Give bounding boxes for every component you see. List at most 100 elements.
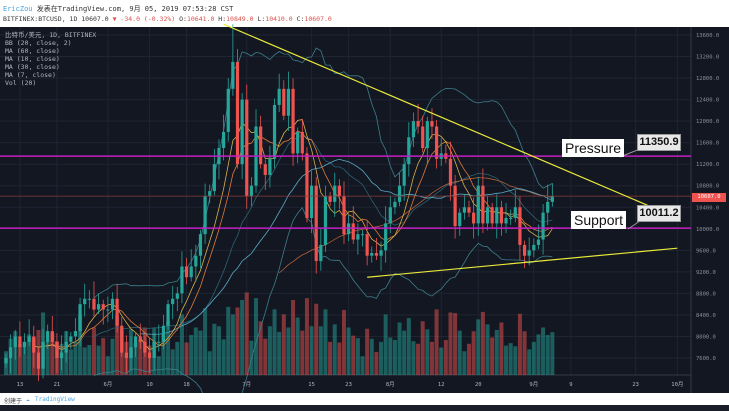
volume-bar [499, 322, 504, 375]
candle-body [388, 207, 392, 224]
candle-body [337, 185, 341, 197]
tradingview-link[interactable]: TradingView [35, 396, 75, 403]
volume-bar [346, 327, 351, 375]
legend-bb[interactable]: BB (20, close, 2) [5, 39, 72, 47]
volume-bar [471, 331, 476, 375]
candle-body [291, 88, 295, 154]
x-tick-label: 21 [54, 382, 61, 388]
volume-bar [443, 340, 448, 375]
candle-body [240, 99, 244, 165]
candle-body [541, 212, 545, 240]
candle-body [73, 331, 78, 337]
candle-body [171, 298, 175, 305]
candle-body [194, 255, 198, 267]
candle-body [384, 223, 388, 251]
candle-body [309, 185, 314, 219]
close-value: 10607.0 [304, 15, 332, 23]
volume-bar [406, 318, 411, 375]
bb-basis-line [93, 134, 553, 338]
candle-body [41, 341, 45, 369]
volume-bar [541, 327, 546, 375]
volume-bar [45, 340, 50, 375]
candle-body [393, 201, 397, 208]
x-tick-label: 18 [183, 382, 190, 388]
volume-bar [341, 310, 346, 375]
y-tick-label: 10000.0 [696, 227, 719, 233]
candle-body [27, 336, 31, 342]
publish-info: EricZou 发表在TradingView.com, 9月 05, 2019 … [3, 4, 233, 14]
candle-body [106, 309, 110, 311]
candle-body [115, 298, 119, 326]
candle-body [59, 352, 64, 358]
candle-body [222, 131, 226, 149]
volume-bar [416, 343, 421, 375]
legend-ma7[interactable]: MA (7, close) [5, 71, 56, 79]
candle-body [138, 336, 142, 342]
volume-bar [309, 326, 314, 375]
legend-ma30[interactable]: MA (30, close) [5, 63, 60, 71]
candle-body [147, 352, 152, 358]
volume-bar [91, 327, 96, 375]
candle-body [22, 341, 27, 348]
volume-bar [383, 314, 388, 375]
candle-body [286, 88, 291, 116]
candle-body [184, 266, 189, 278]
volume-bar [101, 338, 106, 375]
volume-bar [291, 300, 296, 375]
candle-body [245, 99, 249, 197]
volume-bar [531, 341, 536, 375]
candle-body [18, 336, 22, 348]
candle-body [55, 341, 59, 358]
tradingview-logo-icon[interactable]: ☁ [26, 396, 30, 403]
volume-bar [267, 326, 272, 375]
volume-bar [27, 334, 32, 375]
candle-body [212, 164, 216, 192]
trendline-upper [223, 23, 678, 219]
indicator-legend: 比特币/美元, 1D, BITFINEX BB (20, close, 2) M… [5, 31, 96, 87]
candle-body [495, 207, 499, 224]
candle-body [546, 201, 550, 213]
volume-bar [314, 303, 319, 375]
volume-bar [420, 321, 425, 375]
x-tick-label: 10月 [671, 381, 683, 388]
volume-bar [355, 338, 360, 375]
volume-bar [527, 349, 532, 375]
volume-bar [374, 351, 379, 375]
volume-bar [448, 312, 453, 375]
volume-bar [429, 341, 434, 375]
volume-bar [198, 330, 203, 375]
candle-body [92, 298, 96, 310]
volume-bar [138, 340, 143, 375]
publish-text: 发表在TradingView.com, 9月 05, 2019 07:53:28… [36, 5, 234, 13]
candle-body [467, 207, 471, 213]
volume-bar [392, 340, 397, 375]
volume-bar [332, 324, 337, 375]
legend-vol[interactable]: Vol (20) [5, 79, 37, 87]
legend-symbol[interactable]: 比特币/美元, 1D, BITFINEX [5, 31, 97, 39]
volume-bar [545, 335, 550, 375]
created-label: 创建于 [4, 398, 23, 405]
candle-body [499, 207, 504, 224]
x-tick-label: 12 [438, 382, 445, 388]
volume-bar [87, 345, 92, 375]
volume-bar [323, 309, 328, 375]
author-link[interactable]: EricZou [3, 5, 33, 13]
volume-bar [388, 337, 393, 375]
volume-bar [360, 356, 365, 375]
legend-ma60[interactable]: MA (60, close) [5, 47, 60, 55]
volume-bar [439, 347, 444, 375]
candle-body [231, 61, 235, 89]
candle-body [421, 126, 425, 149]
candle-body [268, 158, 272, 175]
candle-body [305, 153, 309, 219]
candle-body [259, 126, 263, 165]
footer: 创建于 ☁ TradingView [0, 393, 729, 406]
y-tick-label: 10800.0 [696, 184, 719, 190]
legend-ma10[interactable]: MA (10, close) [5, 55, 60, 63]
x-tick-label: 8月 [386, 381, 395, 388]
candle-body [425, 121, 429, 149]
volume-bar [281, 314, 286, 375]
volume-bar [226, 306, 231, 375]
candle-body [458, 212, 462, 227]
